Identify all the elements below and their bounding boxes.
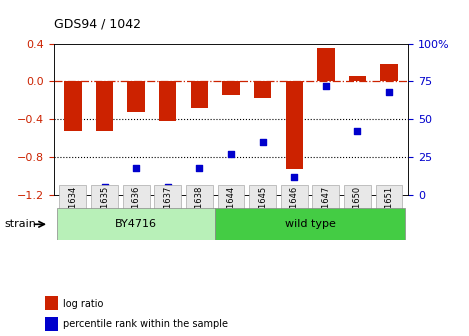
FancyBboxPatch shape: [60, 185, 86, 210]
Bar: [380, 64, 398, 82]
FancyBboxPatch shape: [376, 185, 402, 210]
FancyBboxPatch shape: [281, 185, 308, 210]
Point: [227, 151, 234, 157]
FancyBboxPatch shape: [249, 185, 276, 210]
Text: GSM1647: GSM1647: [321, 186, 330, 226]
Text: GSM1637: GSM1637: [163, 186, 172, 226]
Text: GSM1636: GSM1636: [132, 186, 141, 226]
Point: [354, 129, 361, 134]
Text: log ratio: log ratio: [62, 299, 103, 308]
FancyBboxPatch shape: [123, 185, 150, 210]
Bar: [191, 82, 208, 108]
Point: [132, 165, 140, 170]
Bar: [222, 82, 240, 95]
Text: GSM1635: GSM1635: [100, 186, 109, 226]
Point: [386, 89, 393, 95]
Point: [164, 185, 172, 190]
Bar: [45, 296, 58, 310]
Bar: [96, 82, 113, 131]
FancyBboxPatch shape: [344, 185, 371, 210]
Bar: [45, 317, 58, 331]
Bar: [159, 82, 176, 121]
Text: BY4716: BY4716: [115, 219, 157, 229]
Point: [259, 139, 266, 145]
Bar: [128, 82, 145, 112]
Text: strain: strain: [5, 219, 37, 229]
FancyBboxPatch shape: [312, 185, 339, 210]
Text: GSM1645: GSM1645: [258, 186, 267, 226]
Bar: [254, 82, 271, 98]
Bar: [215, 208, 405, 240]
Text: GSM1651: GSM1651: [385, 186, 393, 226]
Point: [101, 185, 108, 190]
FancyBboxPatch shape: [186, 185, 213, 210]
Bar: [286, 82, 303, 169]
FancyBboxPatch shape: [154, 185, 181, 210]
FancyBboxPatch shape: [91, 185, 118, 210]
Text: wild type: wild type: [285, 219, 335, 229]
Text: percentile rank within the sample: percentile rank within the sample: [62, 319, 227, 329]
Text: GSM1634: GSM1634: [68, 186, 77, 226]
Bar: [317, 48, 334, 82]
Point: [196, 165, 203, 170]
Point: [69, 187, 76, 193]
Text: GSM1646: GSM1646: [290, 186, 299, 226]
Text: GSM1650: GSM1650: [353, 186, 362, 226]
Text: GSM1644: GSM1644: [227, 186, 235, 226]
Bar: [64, 82, 82, 131]
Bar: [57, 208, 215, 240]
Text: GSM1638: GSM1638: [195, 186, 204, 226]
Bar: [349, 76, 366, 82]
Text: GDS94 / 1042: GDS94 / 1042: [54, 17, 141, 30]
Point: [290, 174, 298, 179]
FancyBboxPatch shape: [218, 185, 244, 210]
Point: [322, 83, 330, 89]
